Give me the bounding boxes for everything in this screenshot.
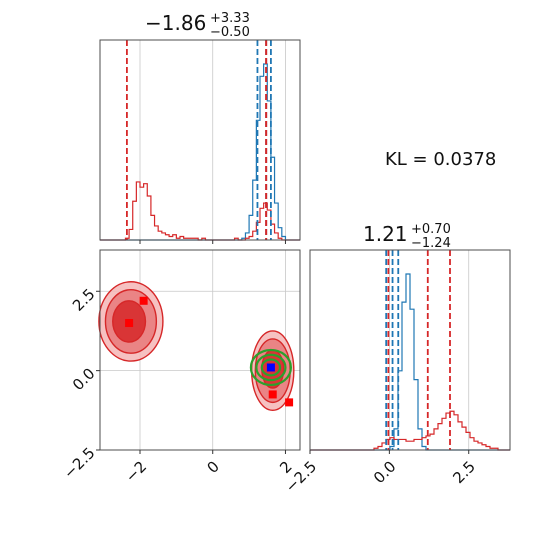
joint-xtick-label: −2 [122,458,150,486]
samples-marker [139,296,148,305]
param1-title-plus: +3.33 [210,11,250,26]
samples-marker [285,398,294,407]
param1-hist-reference [100,63,300,241]
param2-panel [309,249,511,454]
param2-frame [309,249,511,451]
joint-frame [99,249,301,451]
reference-contour [249,348,293,387]
joint-ytick-label: 2.5 [69,285,99,315]
param2-title-minus: −1.24 [411,236,451,251]
reference-contour [255,353,287,382]
param1-title-minus: −0.50 [210,25,250,40]
param2-title: 1.21 [363,222,408,246]
param1-hist-samples [100,181,300,241]
param1-title: −1.86 [145,11,206,35]
joint-xtick-label: 0 [204,458,223,477]
param2-title-main: 1.21 [363,222,408,246]
joint-ytick-label: 0.0 [69,364,99,394]
param1-title-main: −1.86 [145,11,206,35]
reference-marker [266,363,275,372]
param2-title-plus: +0.70 [411,222,451,237]
joint-ytick-label: −2.5 [60,444,98,482]
samples-marker [268,390,277,399]
param1-frame [99,39,301,241]
kl-divergence-label: KL = 0.0378 [385,149,496,170]
samples-marker [125,319,134,328]
joint-panel: −2 0 2−2.50.02.5 [60,249,301,486]
param2-xtick-label: 2.5 [449,458,479,488]
param2-hist-samples [310,410,510,451]
param1-panel [99,39,301,244]
reference-contour [260,358,282,377]
param2-xtick-label: 0.0 [370,458,400,488]
param2-hist-reference [310,273,510,451]
